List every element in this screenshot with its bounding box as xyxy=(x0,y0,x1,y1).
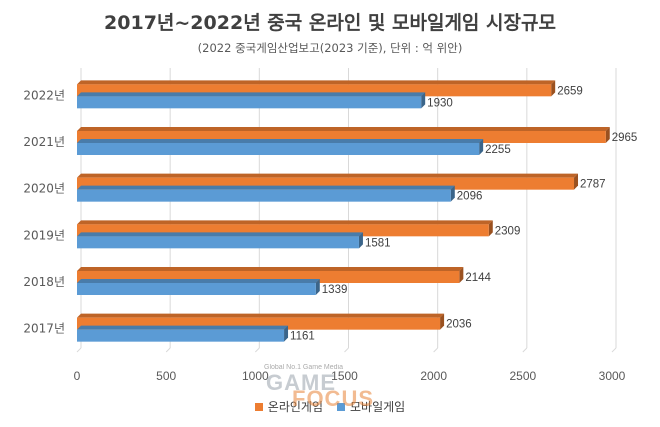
gridline-floor xyxy=(433,347,439,353)
bar-side-face xyxy=(605,127,610,143)
data-label: 2965 xyxy=(612,132,638,144)
x-tick-label: 0 xyxy=(74,369,81,383)
data-label: 2096 xyxy=(457,191,483,203)
bar-top-face xyxy=(77,313,445,318)
bar-side-face xyxy=(574,173,579,190)
bar-side-face xyxy=(315,279,320,295)
x-tick-label: 1000 xyxy=(242,369,269,383)
y-category-label: 2020년 xyxy=(23,182,65,196)
legend-item-online: 온라인게임 xyxy=(254,398,323,415)
bar-side-face xyxy=(488,220,493,237)
data-label: 2144 xyxy=(465,272,491,284)
gridline-floor xyxy=(611,347,617,353)
data-label: 2787 xyxy=(580,179,606,191)
bar-side-face xyxy=(421,92,426,109)
bar-top-face xyxy=(77,173,579,178)
bar-top-face xyxy=(77,92,426,97)
legend-swatch-mobile xyxy=(337,402,345,411)
bar-side-face xyxy=(450,185,455,202)
chart-title: 2017년~2022년 중국 온라인 및 모바일게임 시장규모 xyxy=(104,12,556,34)
x-tick-label: 2500 xyxy=(509,369,536,383)
data-label: 1339 xyxy=(322,284,348,296)
data-label: 2659 xyxy=(557,85,583,97)
gridline-floor xyxy=(522,347,528,353)
bar-top-face xyxy=(77,80,556,85)
data-label: 1930 xyxy=(427,97,453,109)
data-label: 1581 xyxy=(365,237,391,249)
bar-side-face xyxy=(284,325,289,342)
x-tick-label: 1500 xyxy=(331,369,358,383)
bar xyxy=(77,283,316,295)
gridline-floor xyxy=(254,347,260,353)
y-category-label: 2019년 xyxy=(23,228,65,242)
bar-side-face xyxy=(358,232,363,249)
x-tick-label: 3000 xyxy=(599,369,626,383)
bar xyxy=(77,96,422,109)
bar xyxy=(77,236,359,249)
legend: 온라인게임 모바일게임 xyxy=(0,398,660,415)
bar-side-face xyxy=(440,313,445,330)
data-label: 2036 xyxy=(446,319,472,331)
bar xyxy=(77,189,451,202)
bar-side-face xyxy=(479,139,484,155)
y-category-label: 2017년 xyxy=(23,322,65,336)
y-category-label: 2021년 xyxy=(23,135,65,149)
legend-label-online: 온라인게임 xyxy=(267,400,323,414)
bar-top-face xyxy=(77,185,455,190)
data-label: 2309 xyxy=(495,225,521,237)
bar xyxy=(77,329,285,342)
chart-subtitle: (2022 중국게임산업보고(2023 기준), 단위 : 억 위안) xyxy=(197,41,463,55)
gridline-floor xyxy=(344,347,349,353)
bar xyxy=(77,143,480,155)
bar-top-face xyxy=(77,139,484,143)
bar-top-face xyxy=(77,232,363,237)
y-category-label: 2022년 xyxy=(23,88,65,102)
bar-top-face xyxy=(77,127,610,131)
data-label: 1161 xyxy=(290,331,315,343)
legend-swatch-online xyxy=(254,402,263,411)
data-label: 2255 xyxy=(485,144,511,156)
legend-label-mobile: 모바일게임 xyxy=(350,400,406,414)
gridline-floor xyxy=(76,347,82,353)
bar-top-face xyxy=(77,325,289,330)
x-tick-label: 2000 xyxy=(420,369,447,383)
gridline-floor xyxy=(165,347,171,353)
y-category-label: 2018년 xyxy=(23,275,65,289)
bar-side-face xyxy=(551,80,556,97)
bar-top-face xyxy=(77,267,464,271)
bar-top-face xyxy=(77,279,320,283)
bar-top-face xyxy=(77,220,493,225)
legend-item-mobile: 모바일게임 xyxy=(337,398,405,415)
x-tick-label: 500 xyxy=(156,369,176,383)
bar-side-face xyxy=(459,267,464,283)
